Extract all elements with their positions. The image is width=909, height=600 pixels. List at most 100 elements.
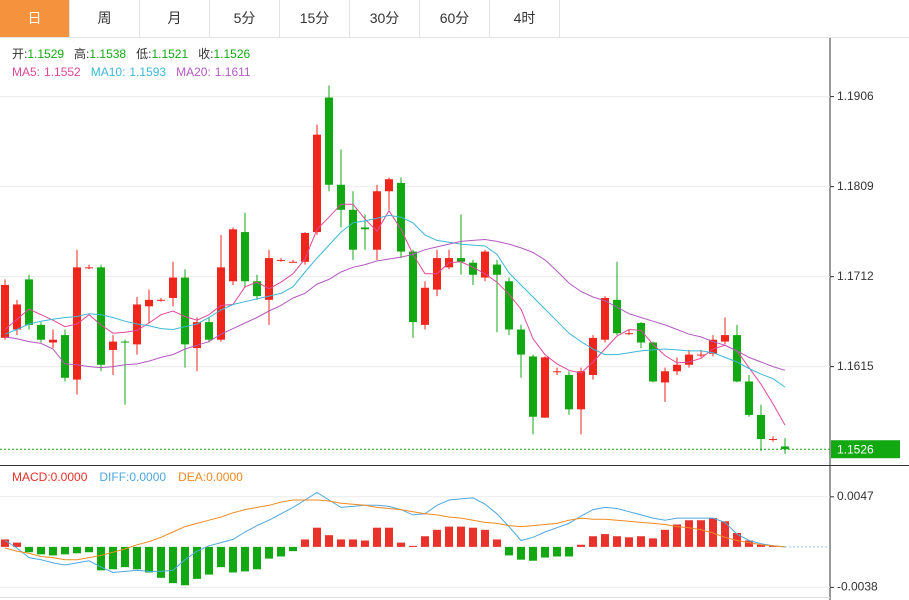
candle-body xyxy=(757,414,765,440)
macd-bar xyxy=(313,527,321,547)
candle-body xyxy=(505,281,513,330)
macd-bar xyxy=(13,542,21,547)
macd-bar xyxy=(349,539,357,547)
macd-bar xyxy=(1,539,9,547)
legend-label: MACD: xyxy=(12,470,51,484)
period-tab[interactable]: 5分 xyxy=(210,0,280,37)
candle-body xyxy=(265,258,273,300)
macd-bar xyxy=(157,546,165,578)
macd-bar xyxy=(625,537,633,547)
macd-bar xyxy=(37,546,45,555)
period-tab[interactable]: 60分 xyxy=(420,0,490,37)
candle-body xyxy=(721,335,729,342)
legend-value: 0.0000 xyxy=(129,470,166,484)
ma-line xyxy=(4,203,786,426)
legend-value: 0.0000 xyxy=(51,470,88,484)
candle-body xyxy=(277,259,285,261)
candle-body xyxy=(313,134,321,233)
candle-body xyxy=(637,323,645,343)
macd-line xyxy=(4,499,786,561)
y-tick-label: 1.1712 xyxy=(837,269,874,283)
candle-body xyxy=(661,371,669,383)
macd-bar xyxy=(181,546,189,586)
candle-body xyxy=(157,299,165,301)
macd-bar xyxy=(553,546,561,557)
macd-bar xyxy=(337,539,345,547)
candle-body xyxy=(769,439,777,441)
period-tab[interactable]: 4时 xyxy=(490,0,560,37)
macd-bar xyxy=(565,546,573,557)
candle-body xyxy=(61,335,69,378)
macd-bar xyxy=(637,536,645,547)
macd-bar xyxy=(241,546,249,572)
ma-line xyxy=(4,238,786,371)
macd-bar xyxy=(169,546,177,584)
candle-body xyxy=(97,267,105,365)
macd-bar xyxy=(133,546,141,570)
macd-bar xyxy=(229,546,237,573)
period-tab[interactable]: 30分 xyxy=(350,0,420,37)
candle-body xyxy=(229,229,237,282)
candle-body xyxy=(373,191,381,250)
ohlc-value: 1.1521 xyxy=(151,47,188,61)
period-tab[interactable]: 日 xyxy=(0,0,70,37)
candle-body xyxy=(649,342,657,382)
period-tab[interactable]: 月 xyxy=(140,0,210,37)
candle-body xyxy=(673,364,681,372)
candle-body xyxy=(49,339,57,343)
macd-bar xyxy=(277,546,285,557)
macd-bar xyxy=(121,546,129,568)
macd-bar xyxy=(253,546,261,570)
ohlc-label: 收: xyxy=(198,47,213,61)
macd-bar xyxy=(385,527,393,547)
candle-body xyxy=(589,337,597,375)
candle-body xyxy=(493,264,501,275)
macd-bar xyxy=(421,536,429,547)
macd-bar xyxy=(457,526,465,547)
candle-body xyxy=(709,339,717,354)
macd-bar xyxy=(757,544,765,547)
ohlc-value: 1.1526 xyxy=(213,47,250,61)
macd-bar xyxy=(541,546,549,558)
macd-bar xyxy=(265,546,273,559)
candle-body xyxy=(1,284,9,338)
period-tab[interactable]: 周 xyxy=(70,0,140,37)
last-price-tag xyxy=(831,440,900,459)
candle-body xyxy=(541,357,549,418)
macd-bar xyxy=(529,546,537,561)
candle-body xyxy=(181,277,189,345)
candle-body xyxy=(289,261,297,263)
macd-bar xyxy=(673,524,681,547)
candle-body xyxy=(625,333,633,335)
macd-bar xyxy=(685,520,693,547)
candle-body xyxy=(565,374,573,410)
candle-body xyxy=(121,341,129,343)
ohlc-label: 高: xyxy=(74,46,89,61)
macd-legend: MACD:0.0000 DIFF:0.0000 DEA:0.0000 xyxy=(12,470,243,484)
candle-body xyxy=(481,251,489,278)
legend-label: DIFF: xyxy=(99,470,129,484)
candle-body xyxy=(409,251,417,323)
macd-bar xyxy=(217,546,225,568)
candle-body xyxy=(109,341,117,350)
candle-body xyxy=(193,322,201,349)
period-tab[interactable]: 15分 xyxy=(280,0,350,37)
macd-bar xyxy=(85,546,93,553)
macd-bar xyxy=(481,529,489,547)
legend-value: 1.1593 xyxy=(129,65,166,79)
macd-bar xyxy=(361,540,369,547)
legend-label: MA20: xyxy=(176,65,211,79)
candle-body xyxy=(13,304,21,330)
macd-bar xyxy=(697,520,705,547)
ohlc-readout: 开:1.1529 高:1.1538 低:1.1521 收:1.1526 xyxy=(12,46,251,61)
candle-body xyxy=(697,354,705,356)
legend-value: 1.1611 xyxy=(215,65,251,79)
period-tabs: 日周月 5分 15分 30分 60分 4时 xyxy=(0,0,909,38)
y-tick-label: 1.1615 xyxy=(837,359,874,373)
candle-body xyxy=(685,354,693,365)
candle-body xyxy=(37,324,45,340)
macd-bar xyxy=(373,527,381,547)
candle-body xyxy=(745,381,753,415)
ma-legend: MA5: 1.1552 MA10: 1.1593 MA20: 1.1611 xyxy=(12,65,251,79)
